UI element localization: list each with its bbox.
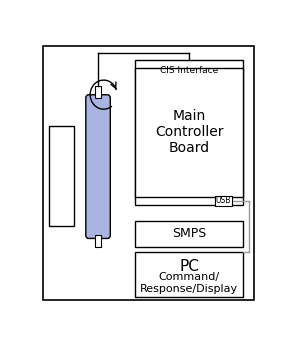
Bar — [135, 221, 243, 247]
FancyBboxPatch shape — [86, 95, 110, 238]
Bar — [215, 196, 232, 206]
Text: USB: USB — [216, 197, 231, 205]
Text: SMPS: SMPS — [172, 227, 206, 240]
Text: Main
Controller
Board: Main Controller Board — [155, 109, 223, 155]
Bar — [49, 126, 75, 226]
Bar — [135, 60, 243, 205]
Bar — [135, 252, 243, 297]
Bar — [135, 68, 243, 197]
Text: Command/
Response/Display: Command/ Response/Display — [140, 272, 238, 294]
Text: CIS Interface: CIS Interface — [160, 66, 218, 75]
Text: PC: PC — [179, 259, 199, 274]
Bar — [95, 86, 101, 98]
Bar — [95, 235, 101, 247]
